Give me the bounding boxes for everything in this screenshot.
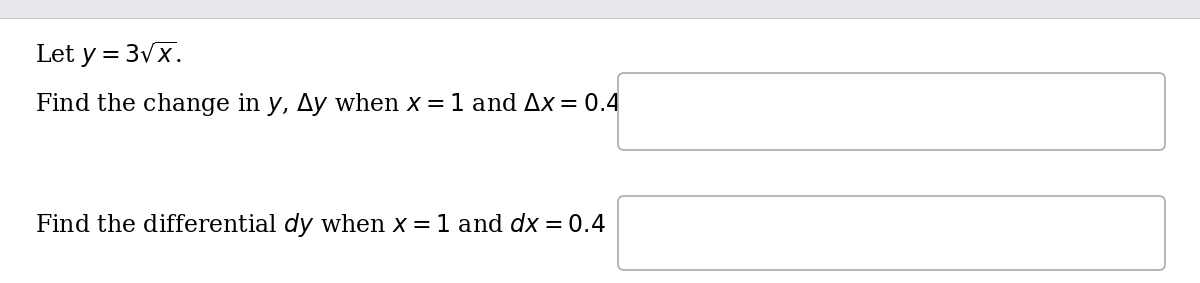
FancyBboxPatch shape <box>618 196 1165 270</box>
Bar <box>0 0 1200 18</box>
Text: Find the differential $dy$ when $x = 1$ and $dx = 0.4$: Find the differential $dy$ when $x = 1$ … <box>35 211 606 239</box>
Text: Find the change in $y$, $\Delta y$ when $x = 1$ and $\Delta x = 0.4$: Find the change in $y$, $\Delta y$ when … <box>35 91 622 119</box>
FancyBboxPatch shape <box>618 73 1165 150</box>
Text: Let $y = 3\sqrt{x}$.: Let $y = 3\sqrt{x}$. <box>35 40 182 70</box>
